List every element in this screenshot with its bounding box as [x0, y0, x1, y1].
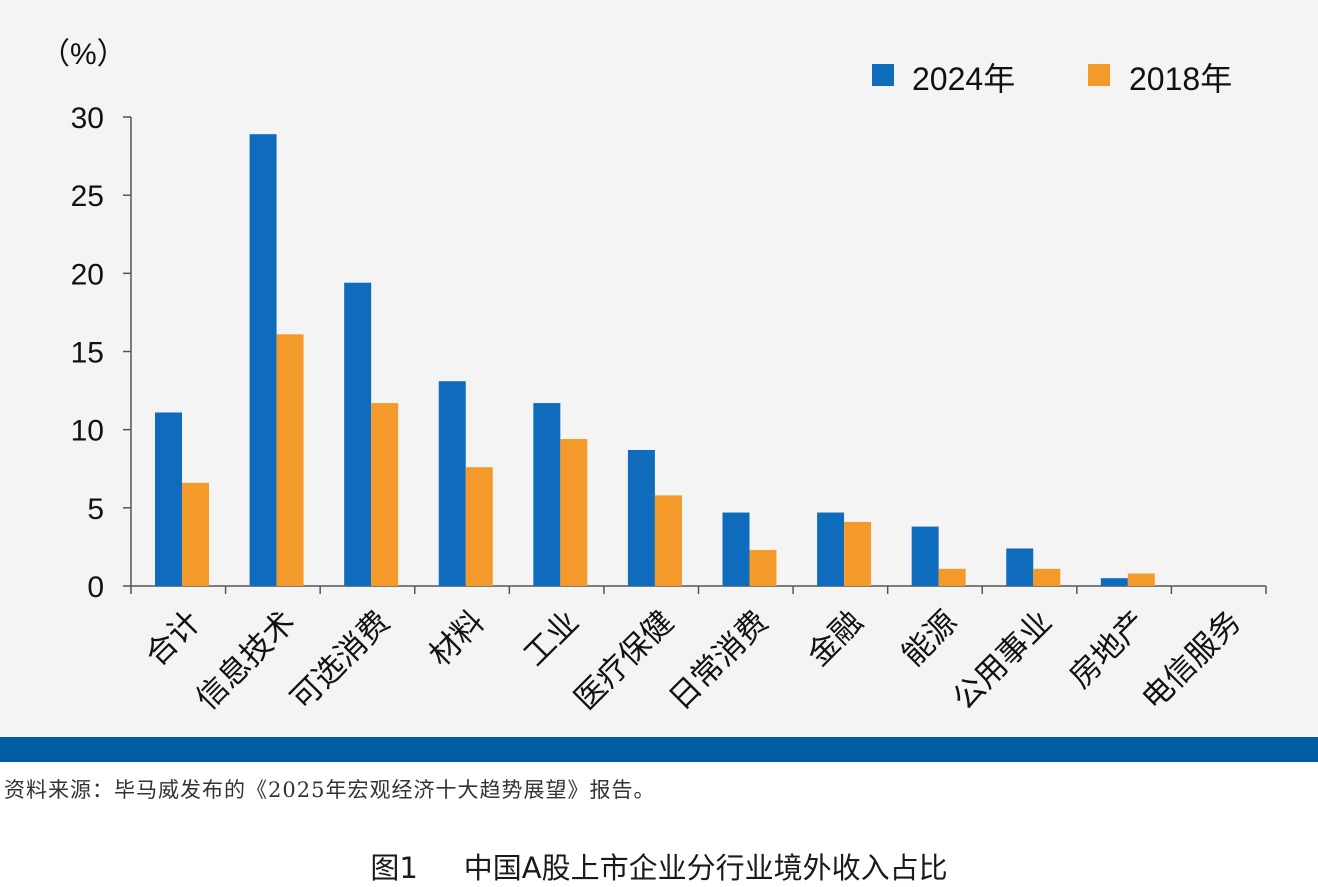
- legend-swatch-2024: [872, 64, 894, 86]
- decorative-band: [0, 737, 1318, 762]
- legend: 2024年 2018年: [872, 61, 1232, 97]
- y-tick-label: 30: [71, 102, 104, 135]
- bar-2024: [1100, 578, 1128, 586]
- legend-label-2024: 2024年: [912, 61, 1015, 97]
- x-axis: [130, 585, 1267, 594]
- category-label: 日常消费: [662, 604, 775, 717]
- bar-2024: [533, 403, 561, 586]
- bar-2024: [627, 449, 655, 586]
- category-label: 医疗保健: [568, 604, 681, 717]
- bar-2018: [1033, 568, 1061, 586]
- y-tick-label: 5: [87, 493, 104, 526]
- category-label: 信息技术: [189, 604, 302, 717]
- bar-2018: [371, 403, 399, 586]
- category-label: 电信服务: [1135, 604, 1248, 717]
- category-label: 能源: [895, 604, 964, 673]
- figure-title: 中国A股上市企业分行业境外收入占比: [463, 851, 948, 885]
- legend-swatch-2018: [1088, 64, 1110, 86]
- category-label: 房地产: [1062, 604, 1153, 695]
- category-label: 公用事业: [946, 604, 1059, 717]
- bar-2024: [438, 381, 466, 586]
- bar-2018: [844, 521, 872, 586]
- bar-2024: [249, 134, 277, 587]
- y-tick-label: 0: [87, 571, 104, 604]
- bar-2018: [938, 568, 966, 586]
- category-label: 工业: [517, 604, 586, 673]
- bars: [155, 134, 1155, 587]
- category-label: 材料: [422, 604, 491, 673]
- figure-caption: 图1 中国A股上市企业分行业境外收入占比: [0, 845, 1318, 885]
- bar-2018: [1127, 573, 1155, 586]
- category-label: 合计: [138, 604, 207, 673]
- chart-plot-area: [0, 0, 1318, 737]
- bar-2024: [344, 282, 372, 586]
- figure-number: 图1: [370, 851, 418, 885]
- y-axis: 0 5 10 15 20 25 30: [71, 102, 132, 604]
- category-label: 可选消费: [284, 604, 397, 717]
- bar-2018: [276, 334, 304, 586]
- source-note: 资料来源：毕马威发布的《2025年宏观经济十大趋势展望》报告。: [4, 778, 656, 802]
- bar-2024: [155, 412, 182, 586]
- legend-label-2018: 2018年: [1129, 61, 1232, 97]
- bar-2024: [1006, 548, 1034, 586]
- bar-2024: [911, 526, 939, 586]
- y-unit-label: （%）: [40, 38, 127, 71]
- y-tick-label: 25: [71, 180, 104, 213]
- bar-2018: [654, 495, 682, 586]
- bar-2018: [560, 439, 588, 586]
- bar-2024: [722, 512, 750, 586]
- bar-2018: [182, 482, 209, 586]
- y-tick-label: 20: [71, 258, 104, 291]
- bar-2024: [817, 512, 845, 586]
- category-label: 金融: [801, 604, 870, 673]
- y-tick-label: 10: [71, 415, 104, 448]
- y-tick-label: 15: [71, 337, 104, 370]
- bar-2018: [749, 550, 777, 586]
- bar-2018: [465, 467, 493, 586]
- bar-chart: （%） 2024年 2018年 0 5 10 15 20 25 30 合计信息技术可选消费材…: [40, 38, 1267, 717]
